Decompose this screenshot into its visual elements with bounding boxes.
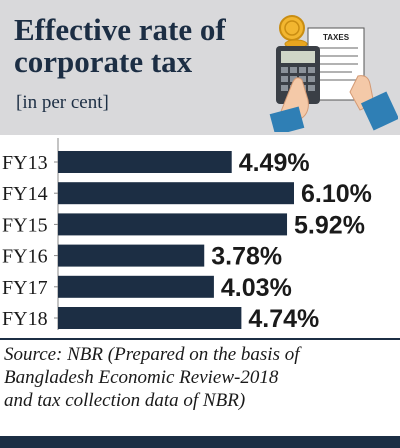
- value-label: 4.03%: [221, 274, 292, 302]
- category-label: FY15: [2, 214, 48, 236]
- value-label: 4.49%: [239, 149, 310, 177]
- category-label: FY14: [2, 183, 48, 205]
- bar-fy18: [58, 307, 242, 329]
- chart-title: Effective rate of corporate tax: [14, 14, 226, 78]
- bar-fy17: [58, 275, 214, 298]
- value-label: 5.92%: [294, 211, 365, 239]
- calculator-tax-form-icon: TAXES: [269, 15, 398, 132]
- bar-fy13: [58, 151, 232, 173]
- value-label: 3.78%: [211, 243, 282, 271]
- hand-icon: [269, 75, 398, 132]
- divider-bottom: [0, 436, 400, 448]
- value-label: 4.74%: [248, 305, 319, 333]
- bar-chart: FY13 4.49% FY14 6.10% FY15 5.92% FY16 3.78% FY17…: [2, 138, 372, 333]
- unit-label: [in per cent]: [16, 92, 109, 113]
- source-line-3: and tax collection data of NBR): [4, 390, 246, 411]
- bar-fy15: [58, 213, 288, 236]
- value-label: 6.10%: [301, 180, 372, 208]
- title-line-1: Effective rate of: [14, 12, 226, 47]
- source-line-1: Source: NBR (Prepared on the basis of: [4, 344, 300, 365]
- calculator-icon: [276, 46, 320, 104]
- bar-fy14: [58, 182, 294, 205]
- category-label: FY17: [2, 277, 48, 299]
- source-line-2: Bangladesh Economic Review-2018: [4, 367, 279, 388]
- category-label: FY18: [2, 308, 48, 330]
- category-label: FY13: [2, 152, 48, 174]
- title-line-2: corporate tax: [14, 44, 193, 79]
- coin-icon: [279, 15, 308, 49]
- category-label: FY16: [2, 246, 48, 268]
- source-note: Source: NBR (Prepared on the basis of Ba…: [4, 343, 398, 412]
- divider-top: [0, 338, 400, 340]
- bar-fy16: [58, 244, 205, 267]
- tax-form-label: TAXES: [323, 33, 350, 42]
- header-panel: Effective rate of corporate tax [in per …: [0, 0, 400, 135]
